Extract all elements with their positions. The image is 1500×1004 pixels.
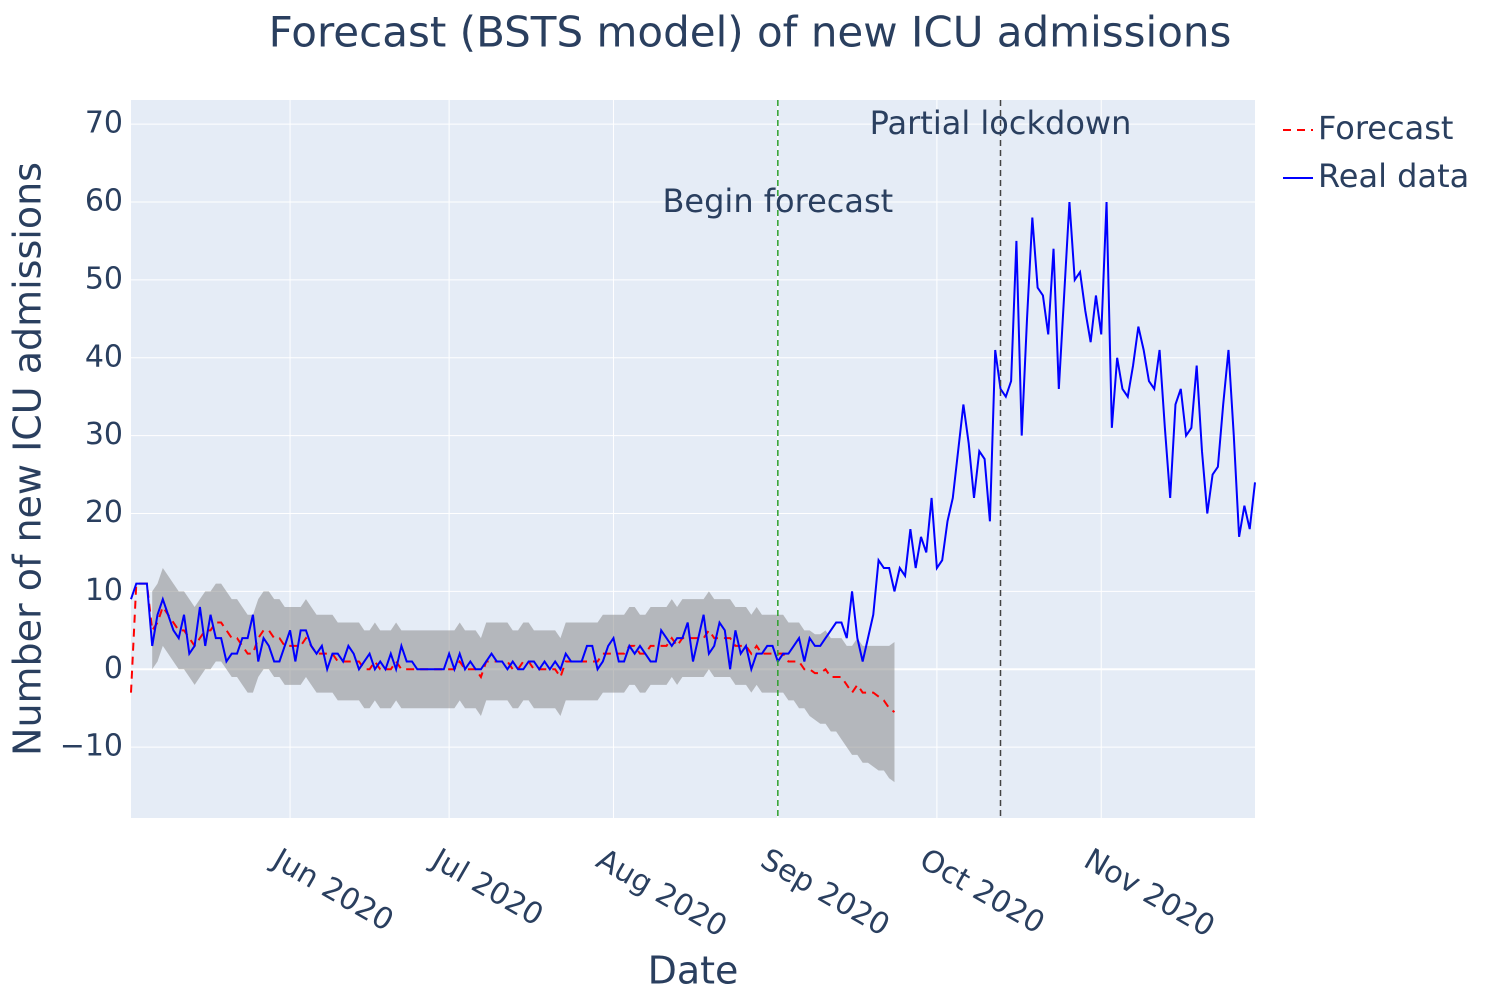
series-line xyxy=(130,582,896,713)
x-tick-label: Oct 2020 xyxy=(914,842,1051,941)
y-axis-title: Number of new ICU admissions xyxy=(6,162,50,756)
chart-title: Forecast (BSTS model) of new ICU admissi… xyxy=(269,8,1232,57)
x-axis-title: Date xyxy=(648,949,739,993)
annotation-label: Partial lockdown xyxy=(870,104,1132,142)
y-tick-label: 50 xyxy=(85,261,123,296)
y-tick-label: 60 xyxy=(85,184,123,219)
x-tick-label: Jul 2020 xyxy=(424,841,549,933)
x-tick-label: Nov 2020 xyxy=(1078,842,1221,945)
y-tick-label: 30 xyxy=(85,417,123,452)
y-tick-label: 70 xyxy=(85,106,123,141)
series-line xyxy=(130,201,1256,673)
y-tick-label: 20 xyxy=(85,495,123,530)
x-tick-label: Aug 2020 xyxy=(590,842,733,945)
x-tick-label: Jun 2020 xyxy=(265,841,399,939)
annotation-label: Begin forecast xyxy=(662,182,893,220)
y-tick-label: −10 xyxy=(60,729,123,764)
y-tick-label: 0 xyxy=(104,651,123,686)
legend-label[interactable]: Forecast xyxy=(1318,109,1453,147)
confidence-band xyxy=(152,568,895,783)
legend-label[interactable]: Real data xyxy=(1318,157,1469,195)
x-tick-label: Sep 2020 xyxy=(755,842,896,944)
y-tick-label: 10 xyxy=(85,573,123,608)
y-tick-label: 40 xyxy=(85,339,123,374)
